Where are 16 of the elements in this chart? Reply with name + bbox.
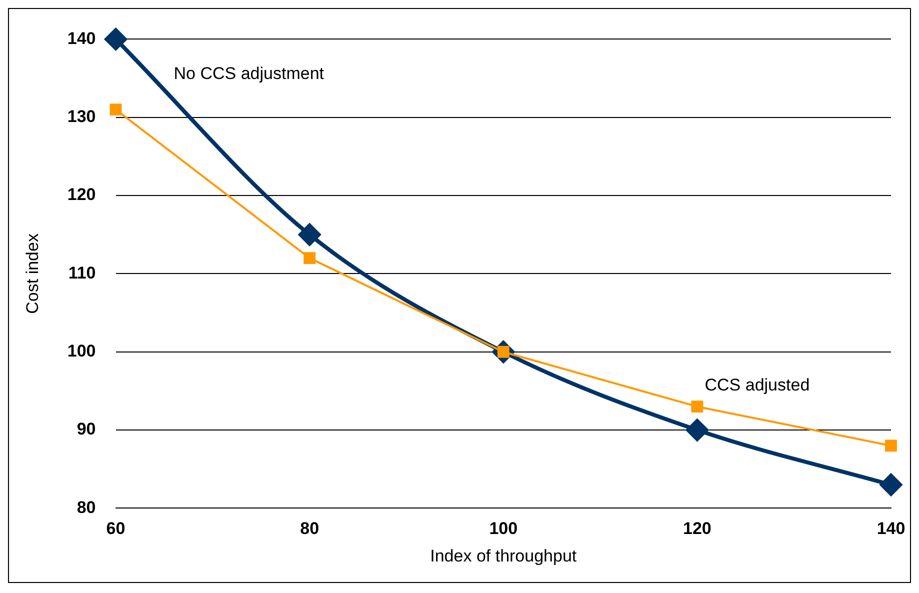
y-tick-label: 140 — [67, 28, 96, 48]
x-tick-label: 120 — [683, 519, 712, 538]
y-tick-label: 100 — [67, 342, 96, 361]
y-tick-label: 110 — [68, 263, 96, 282]
y-tick-label: 90 — [76, 420, 96, 439]
series-label: CCS adjusted — [704, 376, 810, 395]
x-axis-title: Index of throughput — [430, 546, 577, 566]
x-tick-label: 80 — [300, 519, 320, 538]
y-tick-label: 120 — [67, 185, 96, 204]
y-axis-title: Cost index — [22, 233, 42, 314]
y-tick-label: 130 — [67, 107, 96, 126]
x-tick-label: 140 — [876, 519, 906, 538]
y-tick-label: 80 — [76, 498, 96, 517]
x-tick-label: 100 — [489, 519, 518, 538]
x-tick-label: 60 — [106, 519, 126, 538]
series-label: No CCS adjustment — [174, 64, 324, 84]
